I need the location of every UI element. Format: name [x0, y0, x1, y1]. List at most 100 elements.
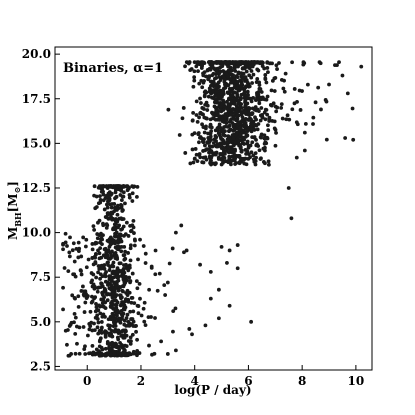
data-point	[226, 145, 231, 149]
data-point	[69, 352, 74, 356]
data-point	[257, 148, 262, 153]
data-point	[192, 75, 197, 80]
data-point	[99, 255, 104, 260]
data-point	[82, 289, 86, 294]
data-point	[110, 311, 115, 316]
data-point	[95, 325, 100, 330]
data-point	[232, 60, 237, 65]
data-point	[112, 234, 117, 239]
data-point	[269, 103, 274, 108]
data-point	[147, 343, 151, 348]
data-point	[209, 65, 214, 69]
data-point	[311, 115, 316, 120]
data-point	[235, 266, 240, 271]
data-point	[272, 89, 277, 93]
data-point	[165, 280, 170, 285]
data-point	[313, 100, 318, 105]
data-point	[105, 351, 110, 355]
data-point	[114, 311, 119, 316]
data-point	[121, 289, 125, 294]
data-point	[142, 319, 147, 324]
data-point	[94, 241, 99, 245]
data-point	[96, 331, 101, 336]
data-point	[203, 126, 208, 131]
data-point	[245, 80, 250, 85]
data-point	[257, 80, 262, 85]
data-point	[197, 81, 202, 86]
data-point	[173, 230, 178, 235]
data-point	[197, 152, 202, 156]
data-point	[201, 71, 205, 76]
data-point	[198, 262, 202, 267]
data-point	[235, 75, 240, 80]
data-point	[98, 351, 103, 356]
data-point	[122, 244, 127, 249]
data-point	[249, 319, 254, 324]
data-point	[120, 217, 124, 222]
data-point	[102, 263, 107, 267]
data-point	[228, 112, 233, 117]
data-point	[294, 155, 299, 160]
data-point	[103, 274, 108, 279]
data-point	[274, 63, 279, 68]
data-point	[99, 325, 104, 330]
data-point	[233, 110, 238, 114]
data-point	[114, 306, 119, 311]
data-point	[88, 351, 93, 356]
data-point	[217, 84, 221, 89]
data-point	[269, 88, 274, 93]
data-point	[141, 306, 146, 311]
data-point	[67, 254, 72, 259]
data-point	[287, 117, 292, 122]
data-point	[89, 271, 94, 275]
data-point	[201, 160, 206, 165]
data-point	[98, 311, 103, 316]
data-point	[221, 146, 226, 151]
data-point	[229, 145, 234, 149]
data-point	[81, 292, 86, 297]
data-point	[273, 76, 278, 80]
data-point	[249, 75, 254, 80]
data-point	[75, 341, 79, 346]
data-point	[121, 311, 126, 316]
data-point	[274, 109, 279, 114]
data-point	[138, 296, 142, 301]
data-point	[87, 322, 92, 326]
data-point	[131, 319, 136, 324]
data-point	[81, 284, 85, 289]
data-point	[324, 137, 329, 142]
data-point	[114, 274, 119, 279]
data-point	[248, 60, 253, 65]
data-point	[195, 159, 200, 164]
data-point	[126, 268, 131, 273]
data-point	[209, 162, 213, 167]
data-point	[95, 236, 100, 241]
data-point	[120, 209, 125, 213]
data-point	[141, 244, 146, 248]
data-point	[221, 98, 226, 103]
data-point	[270, 78, 275, 83]
data-point	[110, 217, 114, 222]
data-point	[124, 316, 129, 320]
data-point	[232, 102, 237, 106]
data-point	[212, 82, 216, 87]
data-point	[101, 221, 105, 226]
data-point	[128, 243, 133, 248]
data-point	[230, 93, 235, 98]
data-point	[245, 101, 250, 106]
data-point	[128, 258, 133, 263]
data-point	[102, 247, 107, 252]
data-point	[184, 248, 189, 253]
data-point	[228, 72, 233, 76]
data-point	[106, 292, 111, 296]
data-point	[216, 287, 221, 292]
data-point	[94, 302, 98, 306]
data-point	[250, 140, 255, 145]
data-point	[72, 320, 76, 325]
data-point	[256, 109, 261, 114]
data-point	[233, 122, 237, 127]
data-point	[73, 351, 78, 356]
data-point	[98, 194, 102, 199]
data-point	[135, 303, 140, 308]
